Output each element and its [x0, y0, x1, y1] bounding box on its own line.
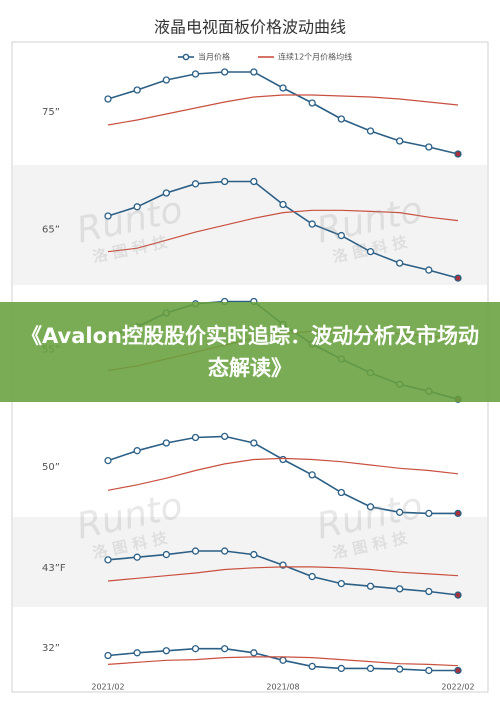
data-point: [396, 585, 404, 593]
data-point: [162, 189, 170, 197]
data-point: [425, 587, 433, 596]
data-point: [454, 591, 462, 599]
legend-marker: [182, 53, 190, 61]
data-point: [308, 471, 316, 479]
panel-label: 65”: [42, 225, 60, 236]
data-point: [337, 664, 345, 673]
series-line: [107, 656, 459, 667]
data-point: [104, 556, 112, 564]
x-tick-label: 2021/02: [91, 683, 124, 692]
banner: 《Avalon控股股价实时追踪：波动分析及市场动态解读》: [0, 302, 500, 402]
data-point: [221, 645, 229, 653]
x-tick-label: 2021/08: [266, 683, 299, 692]
panel-label: 75”: [42, 107, 60, 118]
series-line: [107, 94, 459, 126]
data-point: [104, 651, 112, 660]
data-point: [308, 572, 316, 581]
data-point: [454, 274, 462, 282]
data-point: [454, 509, 462, 518]
data-point: [425, 509, 433, 518]
series-line: [107, 457, 459, 491]
data-point: [366, 664, 375, 673]
data-point: [396, 259, 404, 267]
data-point: [221, 547, 229, 555]
data-point: [279, 200, 287, 209]
data-point: [308, 99, 316, 107]
data-point: [221, 432, 229, 441]
data-point: [308, 220, 316, 228]
data-point: [250, 439, 258, 447]
data-point: [425, 266, 433, 274]
data-point: [191, 433, 200, 442]
data-point: [221, 68, 229, 76]
data-point: [250, 68, 258, 76]
data-point: [337, 115, 345, 123]
data-point: [279, 455, 287, 464]
data-point: [104, 95, 112, 103]
chart-title: 液晶电视面板价格波动曲线: [154, 18, 346, 37]
data-point: [133, 86, 141, 94]
data-point: [250, 649, 258, 657]
data-point: [162, 550, 170, 559]
data-point: [133, 203, 141, 211]
data-point: [162, 76, 170, 84]
data-point: [366, 127, 375, 135]
data-point: [191, 70, 200, 78]
panel-background: [13, 405, 487, 520]
data-point: [191, 645, 200, 653]
data-point: [133, 649, 141, 657]
data-point: [279, 84, 287, 92]
data-point: [337, 488, 345, 497]
legend-label: 连续12个月价格均线: [278, 52, 352, 62]
data-point: [133, 553, 141, 561]
panel-background: [13, 66, 487, 165]
data-point: [396, 508, 404, 516]
series-line: [107, 209, 459, 253]
series-line: [107, 566, 459, 582]
data-point: [425, 143, 433, 151]
data-point: [191, 547, 200, 555]
data-point: [104, 212, 112, 220]
panel-background: [13, 517, 487, 610]
data-point: [191, 180, 200, 188]
data-point: [250, 177, 258, 186]
data-point: [221, 177, 229, 186]
data-point: [396, 665, 404, 673]
banner-text: 《Avalon控股股价实时追踪：波动分析及市场动态解读》: [21, 324, 479, 380]
data-point: [425, 666, 433, 675]
data-point: [454, 666, 462, 675]
panel-background: [13, 607, 487, 680]
data-point: [337, 579, 345, 588]
data-point: [104, 456, 112, 465]
data-point: [396, 137, 404, 145]
data-point: [308, 662, 316, 671]
data-point: [162, 647, 170, 655]
data-point: [250, 550, 258, 559]
data-point: [366, 503, 375, 511]
data-point: [162, 439, 170, 447]
data-point: [366, 247, 375, 256]
data-point: [454, 150, 462, 158]
panel-label: 50”: [42, 462, 60, 473]
panel-label: 32”: [42, 643, 60, 654]
data-point: [337, 231, 345, 240]
data-point: [279, 656, 287, 664]
panel-label: 43”F: [42, 563, 66, 574]
x-tick-label: 2022/02: [441, 683, 474, 692]
data-point: [366, 582, 375, 590]
data-point: [133, 447, 141, 455]
legend-label: 当月价格: [198, 52, 230, 62]
